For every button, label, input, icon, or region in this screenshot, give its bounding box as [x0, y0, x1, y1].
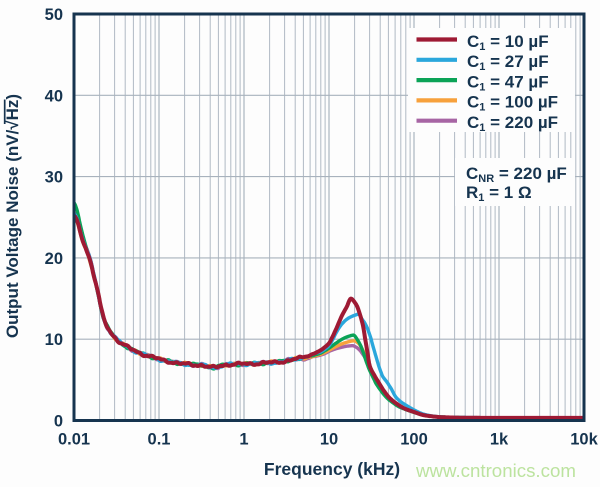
svg-text:0.01: 0.01	[58, 430, 90, 448]
svg-text:Frequency (kHz): Frequency (kHz)	[264, 459, 400, 479]
svg-text:30: 30	[45, 169, 63, 187]
svg-text:C1 = 100 µF: C1 = 100 µF	[467, 93, 558, 114]
svg-text:C1 = 220 µF: C1 = 220 µF	[467, 113, 558, 134]
svg-text:C1 = 27 µF: C1 = 27 µF	[467, 52, 549, 73]
svg-text:10k: 10k	[570, 430, 598, 448]
svg-text:10: 10	[320, 430, 338, 448]
svg-text:Output Voltage Noise (nV/√Hz): Output Voltage Noise (nV/√Hz)	[3, 94, 22, 338]
svg-text:R1 = 1 Ω: R1 = 1 Ω	[466, 183, 532, 204]
svg-text:20: 20	[45, 250, 63, 268]
svg-text:www.cntronics.com: www.cntronics.com	[415, 460, 576, 481]
svg-text:40: 40	[45, 87, 63, 105]
svg-text:0.1: 0.1	[148, 430, 171, 448]
svg-text:C1 = 10 µF: C1 = 10 µF	[467, 32, 549, 53]
svg-text:1: 1	[239, 430, 248, 448]
svg-text:1k: 1k	[490, 430, 509, 448]
svg-text:100: 100	[400, 430, 428, 448]
svg-text:10: 10	[45, 331, 63, 349]
svg-text:50: 50	[45, 6, 63, 24]
svg-text:0: 0	[54, 413, 63, 431]
svg-text:C1 = 47 µF: C1 = 47 µF	[467, 72, 549, 93]
